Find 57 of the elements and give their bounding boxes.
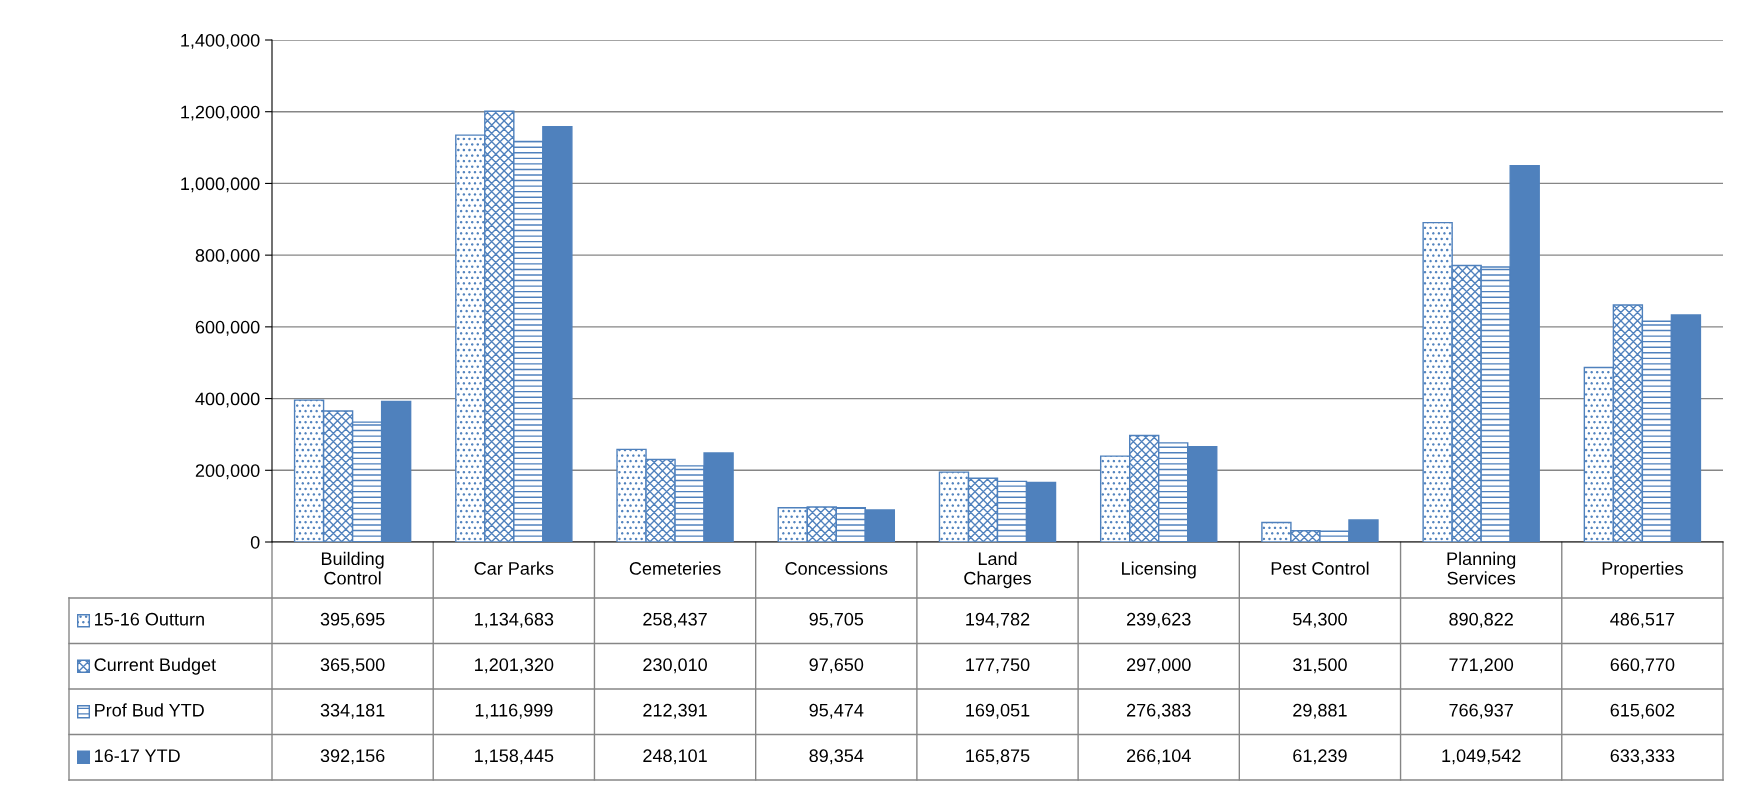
data-label: 771,200 [1449,658,1514,674]
data-label: 95,705 [809,612,864,628]
data-label: 392,156 [320,749,385,765]
data-label: 230,010 [643,658,707,674]
x-tick-label: Planning Services [1447,551,1516,585]
data-label: 239,623 [1127,612,1191,628]
data-label: 169,051 [966,703,1030,719]
legend-label: 16-17 YTD [95,749,180,763]
x-tick-label: Licensing [1122,561,1196,579]
data-label: 334,181 [320,703,385,719]
data-label: 1,049,542 [1442,749,1521,765]
data-label: 95,474 [809,703,864,719]
data-label: 29,881 [1293,703,1347,719]
data-label: 194,782 [966,612,1030,628]
y-tick-label: 1,400,000 [181,33,260,49]
y-tick-label: 800,000 [195,249,260,264]
data-label: 61,239 [1293,749,1347,765]
data-label: 486,517 [1610,612,1675,628]
data-label: 258,437 [643,612,707,628]
data-label: 89,354 [809,749,864,765]
data-label: 365,500 [320,658,385,674]
data-label: 633,333 [1610,749,1675,765]
data-label: 54,300 [1293,612,1347,628]
data-label: 1,134,683 [475,612,554,628]
data-label: 615,602 [1610,703,1675,719]
x-tick-label: Land Charges [964,551,1031,589]
data-label: 212,391 [643,703,707,719]
data-label: 297,000 [1127,658,1191,674]
y-tick-label: 1,200,000 [181,105,260,121]
data-label: 660,770 [1610,658,1675,674]
data-label: 1,201,320 [475,658,554,674]
y-tick-label: 600,000 [195,320,260,336]
x-tick-label: Concessions [785,561,888,575]
data-label: 890,822 [1449,612,1513,628]
x-tick-label: Pest Control [1271,561,1369,575]
y-tick-label: 400,000 [195,392,260,408]
data-label: 1,116,999 [475,703,553,719]
x-tick-label: Building Control [321,551,384,585]
legend-label: Current Budget [94,657,216,675]
data-label: 766,937 [1449,703,1513,719]
y-tick-label: 1,000,000 [181,177,260,193]
y-tick-label: 200,000 [195,464,260,480]
data-label: 177,750 [966,658,1030,674]
legend-label: 15-16 Outturn [95,612,204,626]
data-label: 1,158,445 [475,749,554,765]
data-label: 395,695 [320,612,385,628]
x-tick-label: Cemeteries [629,561,721,575]
data-label: 97,650 [809,658,864,674]
x-tick-label: Car Parks [474,561,554,575]
legend-label: Prof Bud YTD [95,703,204,717]
data-label: 165,875 [966,749,1030,765]
data-label: 266,104 [1127,749,1191,765]
data-label: 276,383 [1127,703,1191,719]
x-tick-label: Properties [1602,561,1683,579]
y-tick-label: 0 [250,535,260,549]
data-label: 31,500 [1293,658,1347,674]
data-label: 248,101 [643,749,707,765]
